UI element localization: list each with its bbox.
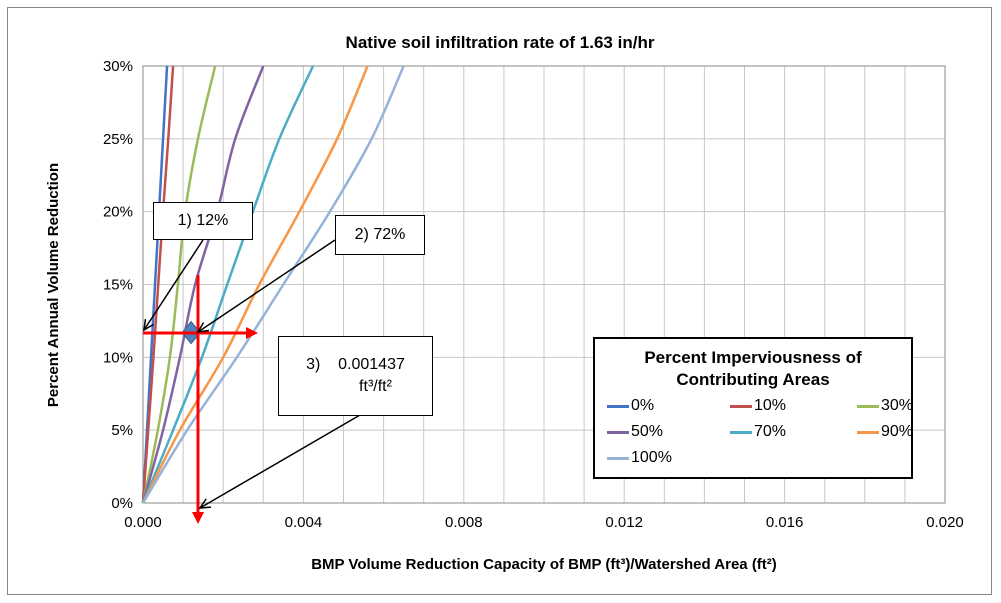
- callout-step1: 1) 12%: [153, 202, 253, 240]
- arrow-step1-head-icon: [143, 318, 154, 332]
- callout-step3-unit: ft³/ft²: [359, 378, 392, 395]
- legend-swatch-icon: [857, 404, 879, 408]
- legend-title-line2: Contributing Areas: [676, 370, 830, 389]
- legend-item: 10%: [730, 397, 786, 415]
- legend-label: 0%: [631, 397, 655, 414]
- series-line-90pct: [141, 65, 369, 504]
- y-tick-label: 15%: [103, 277, 133, 294]
- legend-label: 70%: [754, 423, 787, 440]
- y-tick-label: 20%: [103, 204, 133, 221]
- chart-frame: [7, 7, 992, 595]
- legend-label: 50%: [631, 423, 664, 440]
- x-tick-label: 0.008: [445, 514, 483, 531]
- callout-step3: 3) 0.001437 ft³/ft²: [278, 336, 433, 416]
- y-tick-label: 0%: [111, 495, 133, 512]
- x-tick-label: 0.012: [605, 514, 643, 531]
- y-axis-label: Percent Annual Volume Reduction: [45, 163, 62, 407]
- legend-swatch-icon: [607, 404, 629, 408]
- legend-item: 0%: [607, 397, 654, 415]
- x-axis-label: BMP Volume Reduction Capacity of BMP (ft…: [311, 556, 777, 573]
- legend-swatch-icon: [730, 404, 752, 408]
- chart-title: Native soil infiltration rate of 1.63 in…: [346, 33, 655, 52]
- legend-swatch-icon: [607, 456, 629, 460]
- x-tick-label: 0.016: [766, 514, 804, 531]
- legend-swatch-icon: [857, 430, 879, 434]
- legend-title-line1: Percent Imperviousness of: [644, 348, 862, 367]
- legend-label: 100%: [631, 449, 672, 466]
- legend-item: 90%: [857, 423, 913, 441]
- arrow-step3: [199, 414, 361, 509]
- legend-item: 70%: [730, 423, 786, 441]
- y-tick-label: 10%: [103, 349, 133, 366]
- y-tick-label: 30%: [103, 58, 133, 75]
- legend-item: 30%: [857, 397, 913, 415]
- series-line-50pct: [141, 65, 265, 504]
- legend-label: 90%: [881, 423, 914, 440]
- legend-swatch-icon: [730, 430, 752, 434]
- legend: Percent Imperviousness of Contributing Ar…: [593, 337, 913, 479]
- series-line-30pct: [141, 65, 217, 504]
- plot-area: [142, 65, 946, 504]
- series-line-70pct: [141, 65, 315, 504]
- series-line-100pct: [141, 65, 405, 504]
- x-tick-label: 0.000: [124, 514, 162, 531]
- arrow-step2-head-icon: [196, 322, 209, 333]
- legend-label: 30%: [881, 397, 914, 414]
- y-tick-label: 25%: [103, 131, 133, 148]
- arrow-step2: [197, 239, 336, 333]
- series-line-10pct: [141, 65, 175, 504]
- arrow-step3-head-icon: [198, 498, 212, 509]
- legend-item: 100%: [607, 449, 672, 467]
- legend-swatch-icon: [607, 430, 629, 434]
- red-arrowhead-down-icon: [192, 512, 204, 524]
- callout-step2: 2) 72%: [335, 215, 425, 255]
- arrow-step1: [143, 239, 204, 331]
- x-tick-label: 0.004: [285, 514, 323, 531]
- legend-label: 10%: [754, 397, 787, 414]
- red-arrowhead-right-icon: [246, 327, 258, 339]
- legend-item: 50%: [607, 423, 663, 441]
- callout-step3-value: 3) 0.001437: [306, 356, 405, 373]
- x-tick-label: 0.020: [926, 514, 964, 531]
- y-tick-label: 5%: [111, 422, 133, 439]
